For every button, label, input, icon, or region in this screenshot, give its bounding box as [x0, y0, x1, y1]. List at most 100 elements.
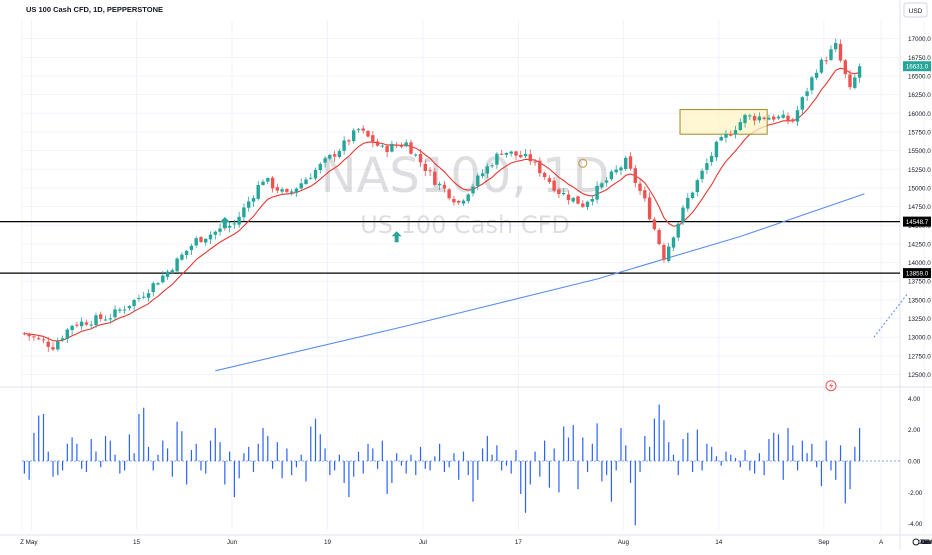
time-tick-label: Sep — [818, 539, 830, 546]
circle-marker-icon — [578, 158, 588, 168]
price-tick-label: 15750.0 — [908, 129, 931, 136]
candle-body — [853, 77, 857, 88]
candle-body — [838, 43, 843, 61]
candle-body — [356, 129, 361, 131]
moving-averages — [24, 67, 865, 372]
candle-body — [404, 142, 408, 147]
candle-body — [75, 324, 79, 326]
candle-body — [509, 151, 513, 154]
candle-body — [208, 234, 213, 240]
annotations — [679, 109, 768, 135]
candle-body — [165, 271, 170, 277]
candle-body — [304, 179, 308, 184]
candle-body — [227, 225, 232, 228]
candle-body — [671, 237, 676, 248]
candle-body — [834, 42, 838, 50]
candle-body — [581, 203, 585, 207]
time-tick-label: 18 — [921, 539, 929, 546]
candle-body — [371, 135, 375, 143]
watermark-name: US 100 Cash CFD — [360, 211, 570, 239]
candle-body — [681, 207, 685, 223]
candle-body — [127, 306, 132, 309]
candle-body — [576, 196, 580, 204]
candle-body — [528, 154, 532, 162]
candle-body — [428, 170, 432, 172]
price-tick-label: 12750.0 — [908, 353, 931, 360]
header: US 100 Cash CFD, 1D, PEPPERSTONE USD — [26, 2, 928, 18]
price-tick-label: 15000.0 — [908, 185, 931, 192]
candle-body — [447, 189, 451, 199]
candle-body — [705, 163, 709, 170]
candle-body — [294, 188, 299, 193]
price-tick-label: 14250.0 — [908, 241, 931, 248]
candle-body — [566, 194, 571, 201]
candle-body — [280, 189, 284, 192]
candle-body — [142, 296, 146, 298]
candle-body — [476, 175, 480, 187]
candle-body — [89, 324, 93, 326]
candle-body — [94, 315, 98, 325]
candle-body — [22, 333, 27, 335]
candle-body — [547, 178, 552, 182]
candle-body — [523, 153, 528, 157]
candle-body — [437, 183, 442, 186]
candle-body — [385, 146, 389, 152]
candle-body — [399, 145, 404, 147]
candle-body — [433, 171, 437, 185]
candle-body — [318, 164, 322, 170]
candle-body — [332, 154, 337, 157]
candle-body — [471, 186, 475, 194]
candle-body — [199, 237, 203, 242]
candle-body — [213, 231, 217, 235]
candle-body — [614, 169, 618, 173]
candle-body — [184, 250, 189, 255]
candle-body — [237, 216, 241, 225]
candle-body — [743, 114, 747, 124]
symbol-title: US 100 Cash CFD, 1D, PEPPERSTONE — [26, 5, 163, 14]
horizontal-levels — [0, 220, 900, 274]
candle-body — [289, 191, 294, 193]
price-tick-label: 14000.0 — [908, 260, 931, 267]
candle-body — [843, 60, 847, 75]
price-tick-label: 15500.0 — [908, 148, 931, 155]
candle-body — [27, 333, 31, 337]
level-price-label: 13859.0 — [906, 271, 929, 278]
candle-body — [795, 110, 800, 122]
time-tick-label: Z — [20, 539, 24, 546]
time-tick-label: Jun — [227, 539, 238, 546]
level-price-label: 14548.7 — [906, 219, 929, 226]
candle-body — [132, 300, 136, 307]
candle-body — [690, 192, 695, 198]
candle-body — [624, 157, 628, 169]
candle-body — [495, 153, 499, 165]
candle-body — [146, 293, 151, 298]
candle-body — [65, 329, 69, 339]
candle-body — [418, 154, 423, 163]
candle-body — [99, 314, 103, 319]
candle-body — [103, 319, 108, 321]
time-tick-label: 2024 — [919, 539, 932, 546]
price-tick-label: 14750.0 — [908, 204, 931, 211]
candle-body — [585, 201, 590, 207]
candle-body — [538, 160, 542, 174]
candle-body — [485, 166, 489, 174]
long-moving-average-line — [215, 193, 865, 372]
candle-body — [662, 245, 666, 260]
candle-body — [562, 193, 566, 195]
price-tick-label: 16000.0 — [908, 111, 931, 118]
candle-body — [772, 116, 776, 120]
time-tick-label: 17 — [515, 539, 523, 546]
candle-body — [829, 49, 833, 60]
candle-body — [409, 142, 413, 154]
price-tick-label: 13500.0 — [908, 297, 931, 304]
time-tick-label: Aug — [618, 539, 630, 546]
last-price-label-bg — [903, 61, 931, 72]
candle-body — [542, 172, 547, 177]
candle-body — [361, 128, 365, 131]
currency-button[interactable] — [903, 2, 928, 18]
candle-body — [571, 197, 575, 202]
up-arrow-icon — [391, 231, 402, 243]
level-price-label-bg — [903, 216, 931, 227]
